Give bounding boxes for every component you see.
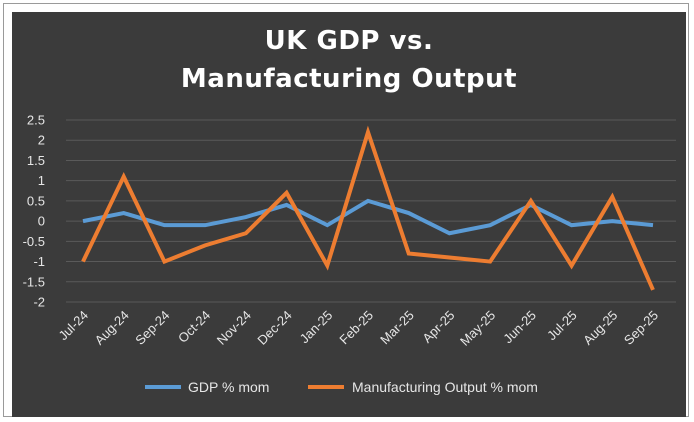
x-tick-label: Oct-24 xyxy=(175,308,213,346)
series-line-manufacturing xyxy=(81,125,655,291)
chart-area: UK GDP vs. Manufacturing Output 2.5 2 1.5 1… xyxy=(12,12,686,417)
y-tick-label: 0.5 xyxy=(27,193,45,208)
y-tick-label: -1 xyxy=(33,254,45,269)
x-tick-label: Jun-25 xyxy=(500,308,539,347)
x-tick-label: Apr-25 xyxy=(419,308,457,346)
series-line-gdp xyxy=(82,198,654,236)
x-tick-label: Jul-25 xyxy=(544,308,580,344)
x-tick-label: Nov-24 xyxy=(214,308,254,348)
legend-label: GDP % mom xyxy=(188,379,269,395)
x-tick-label: Aug-25 xyxy=(580,308,620,348)
y-tick-label: -0.5 xyxy=(23,234,45,249)
y-tick-label: 1 xyxy=(38,173,45,188)
y-tick-label: 0 xyxy=(38,214,45,229)
x-tick-label: Jul-24 xyxy=(55,308,91,344)
x-tick-label: Jan-25 xyxy=(297,308,336,347)
x-tick-label: May-25 xyxy=(457,308,498,349)
x-tick-label: Feb-25 xyxy=(336,308,376,348)
x-tick-label: Mar-25 xyxy=(377,308,417,348)
y-tick-label: 2.5 xyxy=(27,113,45,128)
chart-title-line2: Manufacturing Output xyxy=(180,64,518,94)
y-tick-label: -1.5 xyxy=(23,274,45,289)
x-tick-label: Sep-25 xyxy=(621,308,661,348)
x-tick-label: Aug-24 xyxy=(92,308,132,348)
chart-frame: UK GDP vs. Manufacturing Output 2.5 2 1.5 1… xyxy=(3,3,689,417)
chart-title-line1: UK GDP vs. xyxy=(264,26,434,56)
y-tick-label: 1.5 xyxy=(27,153,45,168)
y-tick-label: 2 xyxy=(38,133,45,148)
x-tick-label: Dec-24 xyxy=(254,308,294,348)
legend-label: Manufacturing Output % mom xyxy=(352,379,538,395)
y-tick-label: -2 xyxy=(33,295,45,310)
x-tick-label: Sep-24 xyxy=(132,308,172,348)
